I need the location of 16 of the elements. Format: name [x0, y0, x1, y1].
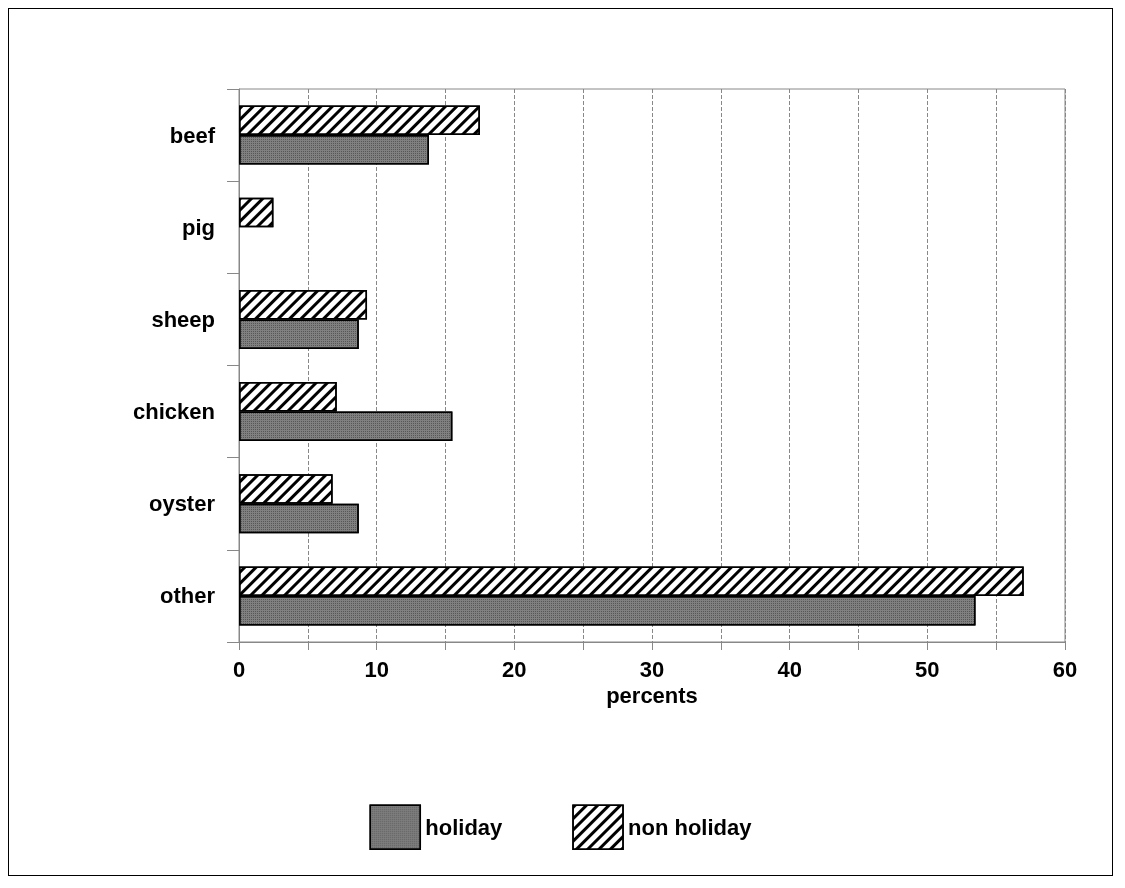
y-tick-label: chicken [133, 399, 215, 425]
x-tick-label: 0 [232, 656, 246, 682]
y-tick-label: sheep [151, 306, 215, 332]
y-tick-label: pig [182, 214, 215, 240]
y-tick-label: other [160, 583, 216, 609]
x-tick-label: 50 [915, 656, 940, 682]
legend-label: holiday [425, 814, 504, 840]
x-tick-label: 10 [364, 656, 389, 682]
x-axis-title: percents [606, 683, 698, 709]
y-tick-label: beef [169, 122, 216, 148]
legend-label: non holiday [628, 814, 753, 840]
y-tick-label: oyster [148, 491, 216, 517]
x-tick-label: 60 [1052, 656, 1078, 682]
x-tick-label: 40 [777, 656, 802, 682]
x-tick-label: 30 [639, 656, 665, 682]
x-tick-label: 20 [502, 656, 527, 682]
